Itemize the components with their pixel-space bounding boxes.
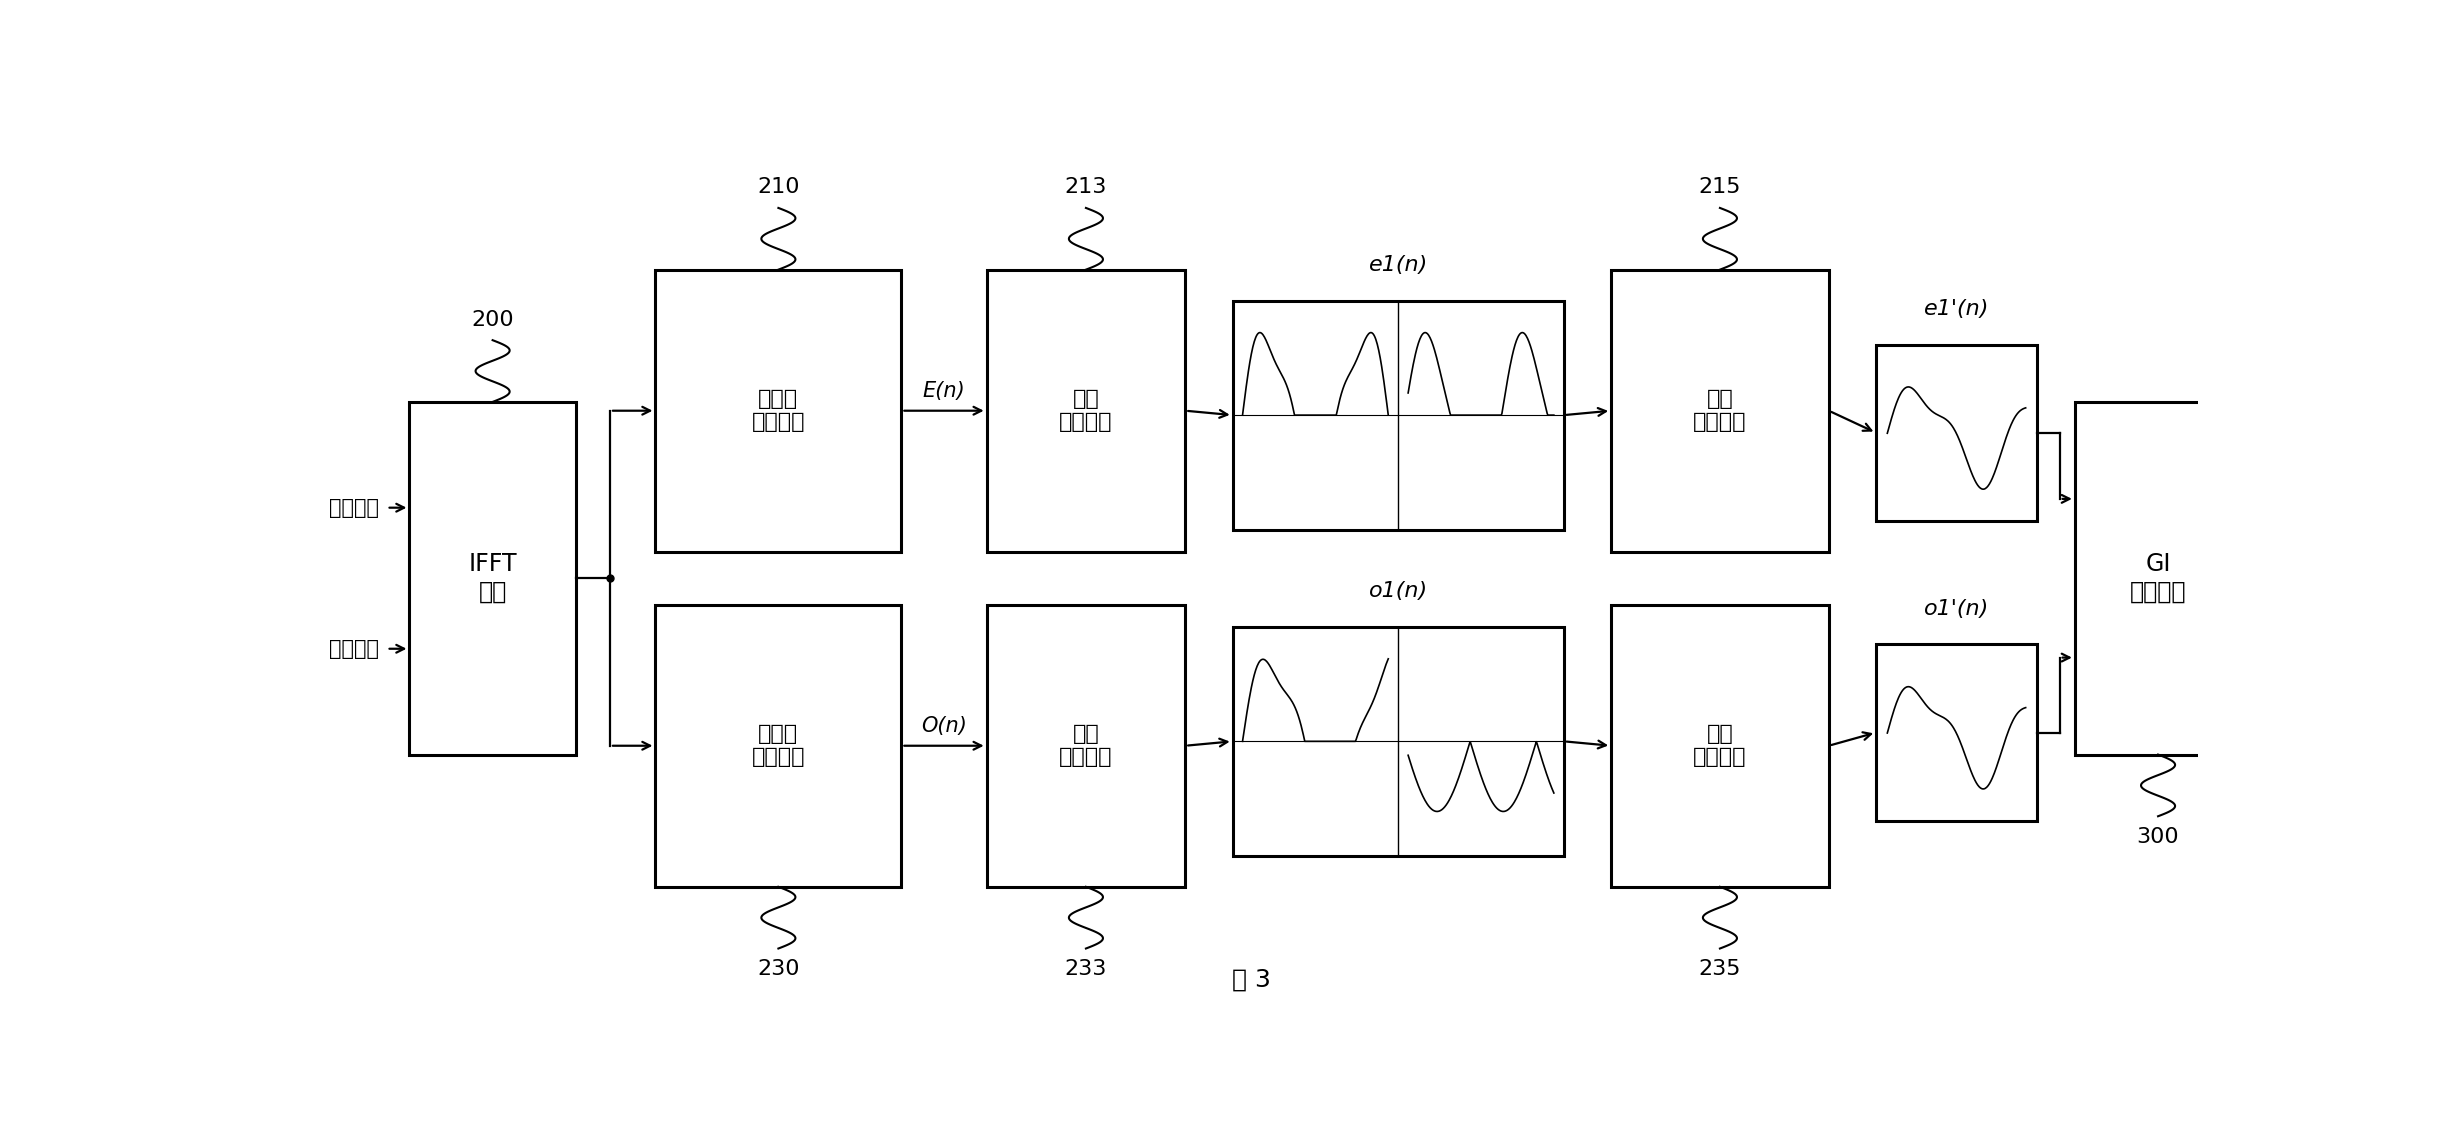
Text: 第二
截取单元: 第二 截取单元 [1692,724,1746,767]
Text: O(n): O(n) [921,717,967,736]
Text: 235: 235 [1700,960,1741,979]
Text: GI
插入单元: GI 插入单元 [2129,552,2186,605]
Text: 图 3: 图 3 [1233,968,1270,992]
Text: IFFT
单元: IFFT 单元 [469,552,518,605]
Bar [1612,269,1829,552]
Text: 213: 213 [1065,177,1106,197]
Text: 第一
选择单元: 第一 选择单元 [1060,389,1114,433]
Bar [1233,626,1563,856]
Bar [654,269,901,552]
Bar [987,269,1184,552]
Text: 230: 230 [757,960,799,979]
Text: 210: 210 [757,177,799,197]
Text: 奇函数
提取单元: 奇函数 提取单元 [752,724,806,767]
Text: 虚数数据: 虚数数据 [330,639,379,658]
Text: e1'(n): e1'(n) [1924,299,1990,319]
Text: 第一
截取单元: 第一 截取单元 [1692,389,1746,433]
Bar [654,605,901,886]
Bar [1875,645,2037,821]
Bar [1612,605,1829,886]
Text: 第二
选择单元: 第二 选择单元 [1060,724,1114,767]
Text: 200: 200 [471,309,513,330]
Bar [1233,300,1563,530]
Text: 偶函数
提取单元: 偶函数 提取单元 [752,389,806,433]
Text: 233: 233 [1065,960,1106,979]
Text: o1(n): o1(n) [1368,582,1429,601]
Bar [410,402,576,755]
Text: 300: 300 [2137,827,2178,847]
Bar [2076,402,2242,755]
Text: 215: 215 [1700,177,1741,197]
Bar [1875,345,2037,521]
Text: 实数数据: 实数数据 [330,498,379,518]
Bar [987,605,1184,886]
Text: e1(n): e1(n) [1368,255,1429,275]
Text: E(n): E(n) [923,381,965,401]
Text: o1'(n): o1'(n) [1924,599,1990,619]
